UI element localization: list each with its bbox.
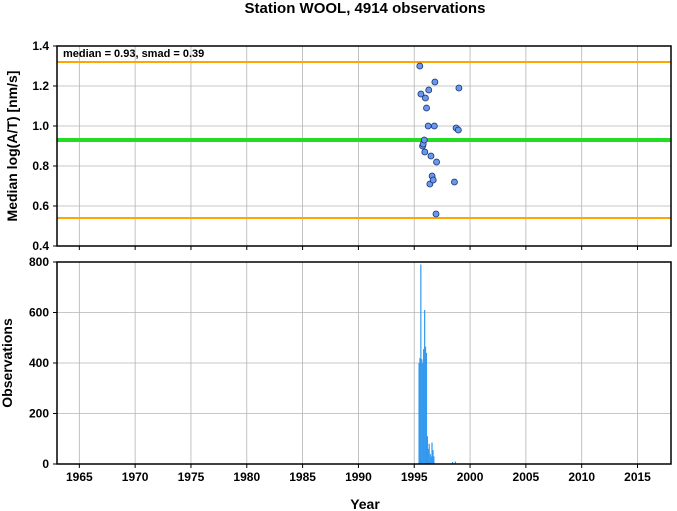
histogram-bar: [454, 461, 456, 464]
histogram-bar: [431, 442, 433, 464]
histogram-bar: [421, 359, 423, 464]
top-y-axis-label: Median log(A/T) [nm/s]: [4, 71, 20, 222]
histogram-bar: [425, 352, 428, 464]
histogram-bar: [424, 309, 426, 464]
x-tick-label: 1970: [122, 470, 149, 484]
y-tick-label: 800: [29, 255, 49, 269]
data-point: [420, 136, 428, 144]
y-tick-label: 400: [29, 356, 49, 370]
x-tick-label: 1985: [289, 470, 316, 484]
x-tick-label: 1975: [178, 470, 205, 484]
data-point: [423, 104, 430, 112]
bottom-y-axis-label: Observations: [0, 318, 15, 408]
data-point: [451, 178, 458, 186]
x-tick-label: 2010: [568, 470, 595, 484]
plot-frame: [56, 45, 672, 247]
y-tick-label: 200: [29, 407, 49, 421]
histogram-bar: [422, 363, 424, 464]
y-tick-label: 1.0: [32, 119, 49, 133]
histogram-bar: [433, 456, 435, 464]
histogram-bar: [419, 357, 421, 464]
chart-title: Station WOOL, 4914 observations: [245, 0, 486, 17]
x-axis-label: Year: [350, 496, 380, 511]
x-tick-label: 1965: [66, 470, 93, 484]
data-point: [432, 210, 440, 218]
histogram-bar: [428, 443, 430, 464]
data-point: [429, 176, 437, 184]
y-tick-label: 1.4: [32, 39, 49, 53]
x-tick-label: 1980: [233, 470, 260, 484]
bottom-panel: 1965 1970 1975 1980 1985 1990 1995 2000 2005 2010…: [29, 255, 672, 484]
data-point: [424, 122, 432, 130]
data-point: [421, 94, 429, 102]
y-tick-label: 0.6: [32, 199, 49, 213]
data-point: [421, 148, 429, 156]
data-point: [433, 158, 440, 166]
histogram-bar: [424, 346, 427, 464]
y-tick-label: 0.4: [32, 239, 49, 253]
histogram-bar: [430, 456, 432, 464]
histogram-bar: [432, 450, 434, 464]
data-point: [431, 78, 439, 86]
histogram-bar: [423, 349, 425, 464]
histogram-bar: [420, 264, 422, 464]
y-tick-label: 1.2: [32, 79, 49, 93]
data-point: [425, 86, 433, 94]
data-point: [455, 84, 463, 92]
top-panel: 0.4 0.6 0.8 1.0 1.2 1.4 median = 0.93, smad = …: [32, 39, 672, 253]
y-tick-label: 600: [29, 306, 49, 320]
data-point: [427, 152, 435, 160]
y-tick-label: 0: [42, 457, 49, 471]
data-point: [454, 126, 462, 134]
data-point: [430, 122, 438, 130]
x-tick-label: 2005: [513, 470, 540, 484]
x-tick-label: 2015: [624, 470, 651, 484]
data-point: [417, 90, 425, 98]
plot-frame: [56, 261, 672, 465]
histogram-bar: [427, 448, 429, 464]
histogram-bar: [429, 453, 431, 464]
x-tick-label: 2000: [457, 470, 484, 484]
stats-annotation: median = 0.93, smad = 0.39: [63, 48, 204, 60]
histogram-bar: [418, 363, 420, 464]
x-tick-label: 1995: [401, 470, 428, 484]
histogram-bar: [451, 461, 454, 464]
y-tick-label: 0.8: [32, 159, 49, 173]
x-tick-label: 1990: [345, 470, 372, 484]
histogram-bar: [426, 436, 429, 464]
data-point: [416, 62, 424, 70]
